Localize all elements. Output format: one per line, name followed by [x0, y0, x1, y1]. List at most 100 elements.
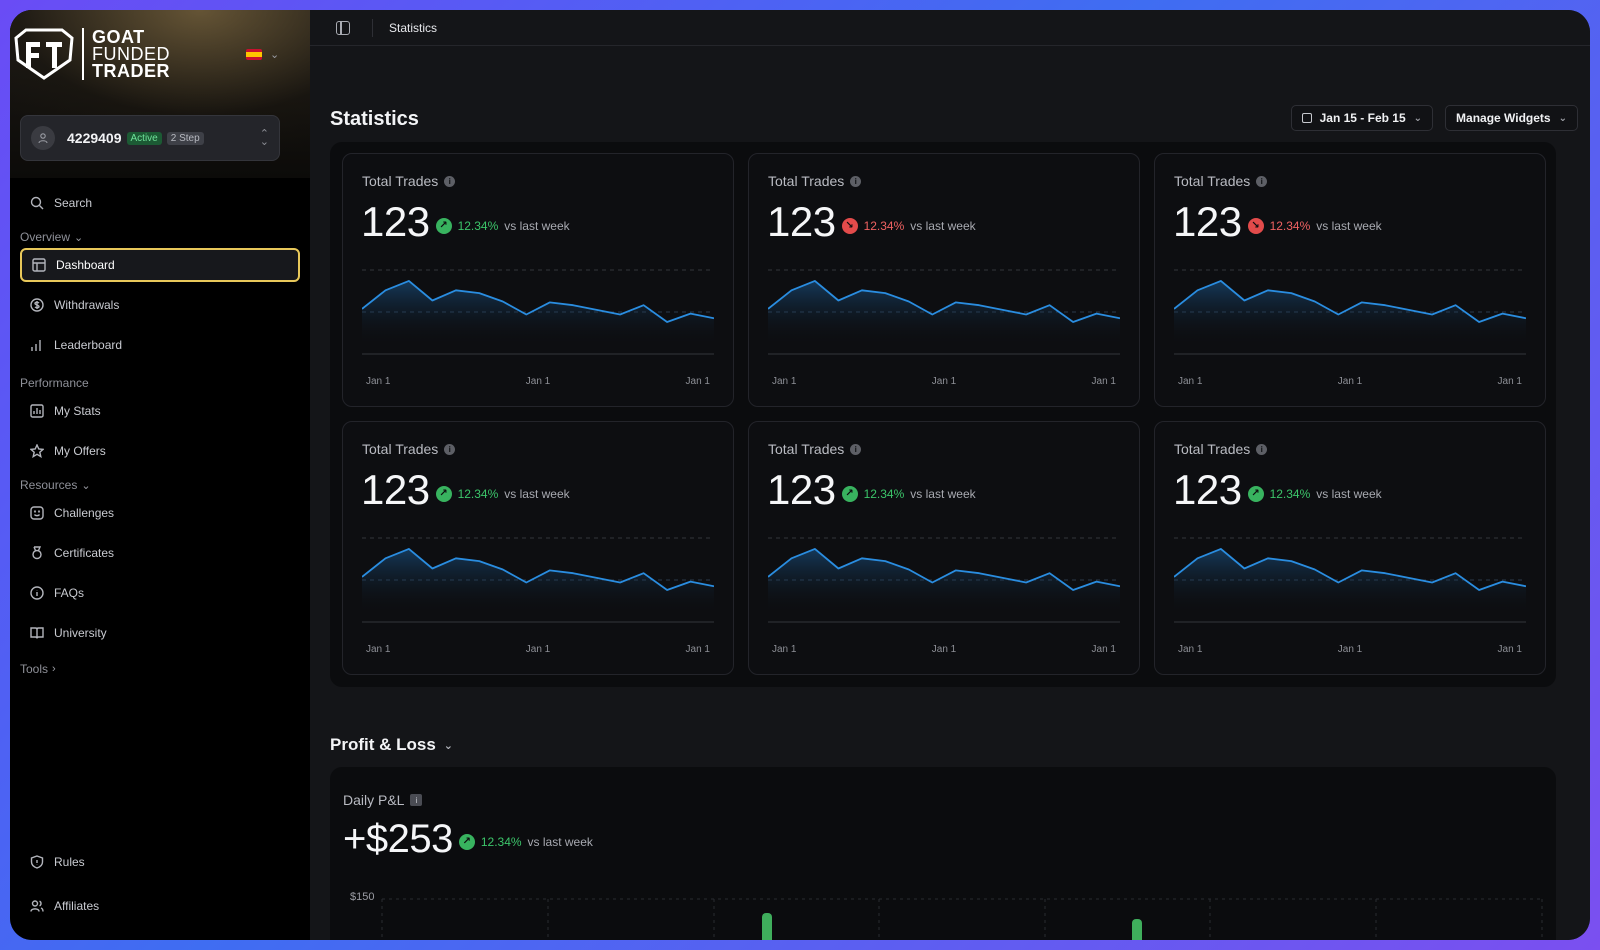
sidebar-search[interactable]: Search — [20, 186, 300, 220]
sidebar-item-label: My Stats — [54, 404, 101, 418]
statistics-widgets: Total Trades i 123 ↗ 12.34% vs last week… — [330, 142, 1556, 687]
info-icon[interactable]: i — [1256, 175, 1268, 187]
stat-widget-card[interactable]: Total Trades i 123 ↗ 12.34% vs last week… — [748, 421, 1140, 675]
widget-delta-value: 12.34% — [1269, 218, 1311, 233]
widget-title: Total Trades — [362, 441, 439, 457]
daily-pnl-title-row: Daily P&L i — [343, 792, 423, 808]
trend-up-icon: ↗ — [435, 217, 452, 234]
chevron-down-icon: ⌄ — [443, 739, 454, 752]
shield-icon — [30, 855, 44, 869]
sparkline-line — [768, 280, 1120, 323]
breadcrumb[interactable]: Statistics — [389, 20, 438, 35]
widget-value: 123 — [1173, 198, 1242, 245]
widget-value: 123 — [361, 198, 430, 245]
smiley-icon — [30, 506, 44, 520]
sidebar-item-label: Withdrawals — [54, 298, 120, 312]
section-overview-label: Overview — [20, 230, 71, 244]
daily-pnl-comparison: vs last week — [527, 834, 593, 849]
pnl-bar[interactable] — [762, 913, 772, 940]
sidebar-item-dashboard[interactable]: Dashboard — [20, 248, 300, 282]
stat-widget-card[interactable]: Total Trades i 123 ↗ 12.34% vs last week… — [1154, 421, 1546, 675]
sparkline-area — [362, 280, 714, 346]
info-icon[interactable]: i — [1256, 443, 1268, 455]
info-icon[interactable]: i — [850, 443, 862, 455]
info-icon[interactable]: i — [410, 794, 423, 806]
chevron-down-icon: ⌄ — [74, 231, 84, 244]
bar-chart-icon — [31, 340, 41, 351]
brand-line-2: FUNDED — [92, 43, 170, 64]
widget-title-row: Total Trades i — [768, 173, 862, 189]
stat-widget-card[interactable]: Total Trades i 123 ↗ 12.34% vs last week… — [342, 421, 734, 675]
sidebar-item-university[interactable]: University — [20, 616, 300, 650]
language-selector[interactable]: ⌄ — [246, 48, 279, 61]
sidebar-item-challenges[interactable]: Challenges — [20, 496, 300, 530]
info-icon[interactable]: i — [444, 443, 456, 455]
sparkline-chart — [362, 537, 714, 623]
widget-value-row: 123 ↗ 12.34% vs last week — [361, 198, 570, 246]
sparkline-area — [768, 548, 1120, 614]
widget-delta-value: 12.34% — [457, 486, 499, 501]
sidebar-item-label: Rules — [54, 855, 85, 869]
daily-pnl-chart — [381, 898, 1543, 940]
sidebar-item-leaderboard[interactable]: Leaderboard — [20, 328, 300, 362]
sidebar-item-rules[interactable]: Rules — [20, 845, 300, 879]
topbar-divider — [372, 18, 373, 37]
info-icon[interactable]: i — [850, 175, 862, 187]
account-type-badge: 2 Step — [166, 131, 204, 145]
sparkline-line — [1174, 548, 1526, 591]
x-axis-labels: Jan 1 Jan 1 Jan 1 — [1178, 376, 1522, 387]
sparkline-chart — [768, 537, 1120, 623]
brand-line-1: GOAT — [92, 26, 145, 47]
sidebar-item-faqs[interactable]: FAQs — [20, 576, 300, 610]
widget-title: Total Trades — [1174, 173, 1251, 189]
sidebar-item-certificates[interactable]: Certificates — [20, 536, 300, 570]
sparkline-line — [362, 280, 714, 323]
widget-value-row: 123 ↘ 12.34% vs last week — [1173, 198, 1382, 246]
date-range-picker[interactable]: Jan 15 - Feb 15 ⌄ — [1290, 105, 1434, 131]
x-axis-tick-label: Jan 1 — [525, 376, 551, 387]
sparkline-chart — [768, 269, 1120, 355]
chevron-up-down-icon: ⌃ ⌄ — [259, 128, 269, 148]
sparkline-chart — [1174, 537, 1526, 623]
x-axis-tick-label: Jan 1 — [931, 376, 957, 387]
sidebar-item-my-stats[interactable]: My Stats — [20, 394, 300, 428]
x-axis-tick-label: Jan 1 — [1091, 376, 1116, 387]
sparkline-line — [768, 548, 1120, 591]
section-tools[interactable]: Tools › — [20, 658, 300, 680]
stat-widget-card[interactable]: Total Trades i 123 ↘ 12.34% vs last week… — [1154, 153, 1546, 407]
widget-delta-value: 12.34% — [863, 218, 905, 233]
sidebar-item-affiliates[interactable]: Affiliates — [20, 889, 300, 923]
widget-delta-value: 12.34% — [457, 218, 499, 233]
stat-widget-card[interactable]: Total Trades i 123 ↗ 12.34% vs last week… — [342, 153, 734, 407]
x-axis-tick-label: Jan 1 — [366, 376, 391, 387]
section-resources[interactable]: Resources ⌄ — [20, 474, 300, 496]
sidebar-item-my-offers[interactable]: My Offers — [20, 434, 300, 468]
sparkline-area — [768, 280, 1120, 346]
sparkline-area — [362, 548, 714, 614]
widget-comparison: vs last week — [910, 218, 976, 233]
star-icon — [30, 444, 44, 458]
sparkline-area — [1174, 548, 1526, 614]
sparkline-line — [362, 548, 714, 591]
stat-widget-card[interactable]: Total Trades i 123 ↘ 12.34% vs last week… — [748, 153, 1140, 407]
widget-title-row: Total Trades i — [362, 441, 456, 457]
x-axis-tick-label: Jan 1 — [931, 644, 957, 655]
info-icon[interactable]: i — [444, 175, 456, 187]
sidebar-item-withdrawals[interactable]: Withdrawals — [20, 288, 300, 322]
trend-up-icon: ↗ — [458, 833, 475, 850]
sidebar-toggle-icon[interactable] — [336, 20, 350, 35]
widget-delta-value: 12.34% — [1269, 486, 1311, 501]
sparkline-chart — [1174, 269, 1526, 355]
widget-title: Total Trades — [768, 441, 845, 457]
profit-loss-section-toggle[interactable]: Profit & Loss ⌄ — [330, 735, 453, 755]
section-overview[interactable]: Overview ⌄ — [20, 226, 300, 248]
pnl-bar[interactable] — [1132, 919, 1142, 940]
brand-logo[interactable]: GOAT FUNDED TRADER — [12, 26, 170, 82]
search-icon — [30, 196, 44, 210]
sidebar-item-label: Dashboard — [56, 258, 115, 272]
account-switcher[interactable]: 4229409 Active 2 Step ⌃ ⌄ — [20, 115, 280, 161]
widget-title-row: Total Trades i — [1174, 173, 1268, 189]
x-axis-tick-label: Jan 1 — [772, 644, 797, 655]
manage-widgets-button[interactable]: Manage Widgets ⌄ — [1445, 105, 1578, 131]
widget-comparison: vs last week — [910, 486, 976, 501]
